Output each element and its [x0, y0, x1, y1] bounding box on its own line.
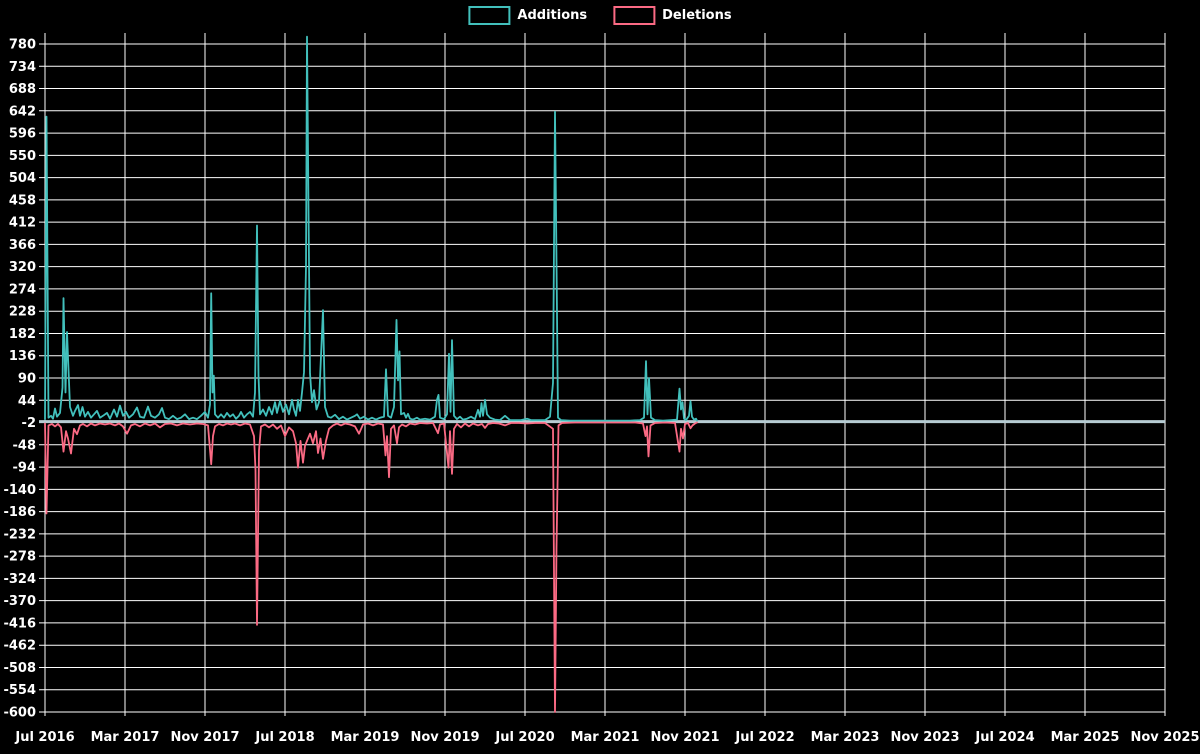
y-tick-label: -416 — [3, 616, 36, 631]
legend-item-deletions[interactable]: Deletions — [613, 6, 732, 25]
y-tick-label: -186 — [3, 505, 36, 520]
y-tick-label: 504 — [9, 171, 36, 186]
x-tick-label: Jul 2024 — [974, 730, 1034, 745]
x-tick-label: Jul 2018 — [254, 730, 314, 745]
y-tick-label: 688 — [9, 82, 36, 97]
y-tick-label: -554 — [3, 683, 36, 698]
y-tick-label: -278 — [3, 550, 36, 565]
x-tick-label: Mar 2023 — [811, 730, 880, 745]
y-tick-label: 182 — [9, 327, 36, 342]
x-tick-label: Nov 2017 — [171, 730, 240, 745]
y-tick-label: 228 — [9, 305, 36, 320]
legend-label-deletions: Deletions — [662, 8, 732, 23]
x-tick-label: Mar 2017 — [91, 730, 160, 745]
x-tick-label: Nov 2023 — [891, 730, 960, 745]
x-tick-label: Jul 2022 — [734, 730, 794, 745]
y-tick-label: 780 — [9, 38, 36, 53]
y-tick-label: -140 — [3, 483, 36, 498]
y-tick-label: 44 — [18, 394, 36, 409]
y-tick-label: 274 — [9, 282, 36, 297]
y-tick-label: -324 — [3, 572, 36, 587]
y-tick-label: 90 — [18, 372, 36, 387]
deletions-line — [44, 421, 698, 713]
x-tick-label: Mar 2021 — [571, 730, 640, 745]
y-tick-label: 550 — [9, 149, 36, 164]
y-tick-label: -600 — [3, 706, 36, 721]
y-tick-label: 642 — [9, 104, 36, 119]
x-tick-label: Nov 2021 — [651, 730, 720, 745]
additions-line — [44, 35, 698, 422]
y-tick-label: 596 — [9, 127, 36, 142]
additions-swatch-icon — [468, 6, 511, 25]
y-tick-label: -94 — [13, 461, 37, 476]
y-tick-label: 458 — [9, 193, 36, 208]
y-tick-label: 412 — [9, 216, 36, 231]
chart-legend: Additions Deletions — [468, 6, 732, 25]
x-tick-label: Nov 2019 — [411, 730, 480, 745]
series-lines — [44, 35, 698, 713]
legend-item-additions[interactable]: Additions — [468, 6, 587, 25]
y-tick-label: -370 — [3, 594, 36, 609]
deletions-swatch-icon — [613, 6, 656, 25]
y-tick-label: 320 — [9, 260, 36, 275]
y-tick-label: -48 — [13, 438, 37, 453]
y-tick-label: -508 — [3, 661, 36, 676]
y-tick-label: 366 — [9, 238, 36, 253]
legend-label-additions: Additions — [517, 8, 588, 23]
x-tick-label: Nov 2025 — [1131, 730, 1200, 745]
x-tick-label: Mar 2019 — [331, 730, 400, 745]
y-tick-label: 136 — [9, 349, 36, 364]
x-axis-labels: Jul 2016 Mar 2017 Nov 2017 Jul 2018 Mar 2019… — [14, 730, 1199, 745]
y-tick-label: -2 — [22, 416, 36, 431]
x-tick-label: Mar 2025 — [1051, 730, 1120, 745]
y-tick-label: -462 — [3, 639, 36, 654]
x-tick-label: Jul 2016 — [14, 730, 74, 745]
y-axis-labels: 780 734 688 642 596 550 504 458 412 366 320 274 228 1… — [3, 38, 36, 721]
y-tick-label: -232 — [3, 527, 36, 542]
y-gridlines — [39, 43, 1165, 713]
y-tick-label: 734 — [9, 60, 36, 75]
x-tick-label: Jul 2020 — [494, 730, 554, 745]
x-gridlines — [44, 33, 1166, 716]
